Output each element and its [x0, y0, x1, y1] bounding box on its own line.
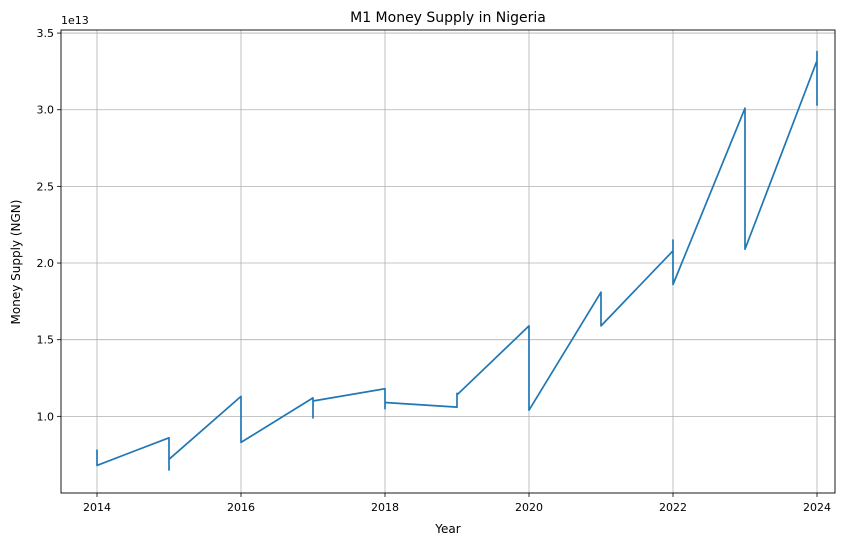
- y-tick-label: 2.0: [37, 257, 55, 270]
- y-axis-label: Money Supply (NGN): [9, 200, 23, 325]
- x-tick-label: 2020: [515, 501, 543, 514]
- money-supply-line: [96, 50, 818, 471]
- grid-lines: [61, 30, 835, 493]
- x-tick-label: 2014: [83, 501, 111, 514]
- y-tick-label: 1.0: [37, 410, 55, 423]
- x-tick-label: 2024: [803, 501, 831, 514]
- x-tick-label: 2016: [227, 501, 255, 514]
- y-tick-label: 2.5: [37, 180, 55, 193]
- y-tick-label: 3.5: [37, 27, 55, 40]
- y-tick-label: 1.5: [37, 334, 55, 347]
- x-axis-label: Year: [434, 522, 460, 536]
- x-axis-ticks: 2014 2016 2018 2020 2022 2024: [83, 493, 831, 514]
- x-tick-label: 2022: [659, 501, 687, 514]
- plot-frame: [60, 29, 836, 494]
- y-offset-label: 1e13: [61, 14, 89, 27]
- chart-title: M1 Money Supply in Nigeria: [350, 10, 546, 26]
- y-axis-ticks: 1.0 1.5 2.0 2.5 3.0 3.5: [37, 27, 61, 423]
- x-tick-label: 2018: [371, 501, 399, 514]
- y-tick-label: 3.0: [37, 104, 55, 117]
